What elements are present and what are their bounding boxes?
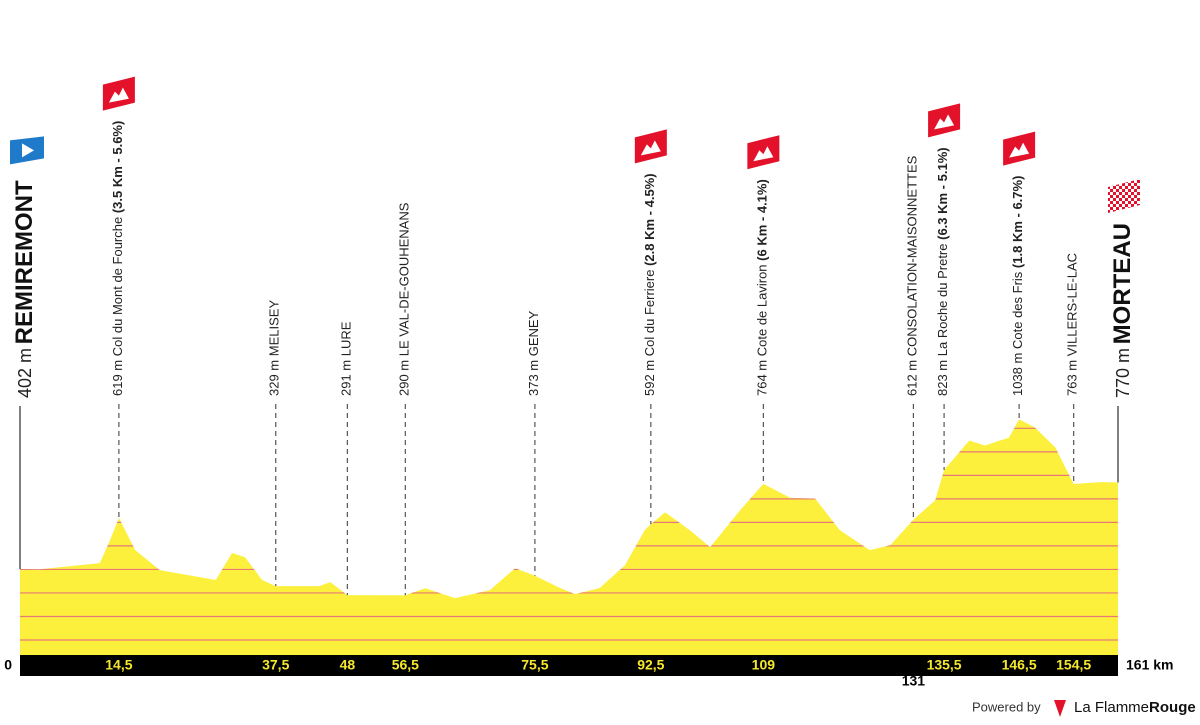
waypoint-name: MORTEAU xyxy=(1109,223,1136,344)
waypoint-name: Cote de Laviron xyxy=(755,264,770,356)
finish-icon xyxy=(1108,179,1140,214)
waypoint-label: 373 m GENEY xyxy=(526,310,541,396)
waypoint-elevation: 1038 m xyxy=(1011,353,1026,396)
waypoint-name: REMIREMONT xyxy=(11,180,38,344)
waypoint-label: 763 m VILLERS-LE-LAC xyxy=(1065,253,1080,396)
waypoint-elevation: 329 m xyxy=(267,360,282,396)
climb-icon xyxy=(634,129,667,164)
waypoint-elevation: 291 m xyxy=(339,360,354,396)
climb-icon xyxy=(928,103,961,138)
mountain xyxy=(753,146,774,162)
climb-flag xyxy=(1003,131,1036,166)
climb-icon xyxy=(1003,131,1036,166)
waypoint-name: Cote des Fris xyxy=(1011,271,1026,349)
waypoint-elevation: 592 m xyxy=(642,360,657,396)
brand-a: La Flamme xyxy=(1074,699,1149,716)
x-tick-label: 161 km xyxy=(1126,657,1173,673)
elevation-area xyxy=(20,419,1118,655)
waypoint-name: VILLERS-LE-LAC xyxy=(1065,253,1080,356)
waypoint-elevation: 612 m xyxy=(905,360,920,396)
waypoint-elevation: 763 m xyxy=(1065,360,1080,396)
x-tick-label: 154,5 xyxy=(1056,657,1091,673)
x-tick-label: 135,5 xyxy=(927,657,962,673)
waypoint-label: 770 m MORTEAU xyxy=(1109,223,1136,398)
climb-detail: (1.8 Km - 6.7%) xyxy=(1011,176,1026,268)
waypoint-elevation: 402 m xyxy=(15,348,35,398)
climb-icon xyxy=(102,76,135,111)
waypoint-elevation: 619 m xyxy=(110,360,125,396)
mountain xyxy=(640,140,661,156)
climb-detail: (2.8 Km - 4.5%) xyxy=(642,173,657,265)
waypoint-label: 291 m LURE xyxy=(339,321,354,396)
mountain xyxy=(934,114,955,130)
footer: Powered by La FlammeRouge xyxy=(972,699,1196,717)
waypoint-elevation: 770 m xyxy=(1113,348,1133,398)
mountain xyxy=(108,87,129,103)
climb-flag xyxy=(928,103,961,138)
x-tick-label: 0 xyxy=(4,657,12,673)
waypoint-name: LE VAL-DE-GOUHENANS xyxy=(397,202,412,356)
climb-detail: (6 Km - 4.1%) xyxy=(755,179,770,261)
brand: La FlammeRouge xyxy=(1074,699,1196,716)
waypoint-name: MELISEY xyxy=(267,300,282,357)
x-tick-label: 56,5 xyxy=(392,657,419,673)
x-tick-label: 109 xyxy=(752,657,776,673)
climb-icon xyxy=(747,135,780,170)
climb-detail: (6.3 Km - 5.1%) xyxy=(936,147,951,239)
waypoint-name: CONSOLATION-MAISONNETTES xyxy=(905,155,920,356)
x-tick-label: 146,5 xyxy=(1002,657,1037,673)
waypoint-elevation: 373 m xyxy=(526,360,541,396)
climb-flag xyxy=(634,129,667,164)
waypoint-label: 402 m REMIREMONT xyxy=(11,180,38,398)
start-icon xyxy=(10,136,44,165)
waypoint-label: 329 m MELISEY xyxy=(267,300,282,396)
x-tick-label: 48 xyxy=(340,657,356,673)
waypoint-elevation: 764 m xyxy=(755,360,770,396)
waypoint-label: 764 m Cote de Laviron (6 Km - 4.1%) xyxy=(755,179,770,396)
start-arrow xyxy=(22,143,34,158)
x-tick-label: 75,5 xyxy=(521,657,548,673)
waypoint-name: Col du Ferriere xyxy=(642,270,657,357)
mountain xyxy=(1009,142,1030,158)
x-tick-label: 14,5 xyxy=(105,657,132,673)
waypoint-name: La Roche du Pretre xyxy=(936,244,951,357)
distance-bar xyxy=(20,655,1118,676)
waypoint-elevation: 823 m xyxy=(936,360,951,396)
brand-b: Rouge xyxy=(1149,699,1196,716)
x-tick-label: 131 xyxy=(902,673,926,689)
x-tick-label: 92,5 xyxy=(637,657,664,673)
finish-flag xyxy=(1108,179,1140,214)
climb-flag xyxy=(747,135,780,170)
waypoint-label: 290 m LE VAL-DE-GOUHENANS xyxy=(397,202,412,396)
brand-logo xyxy=(1054,700,1066,717)
x-tick-label: 37,5 xyxy=(262,657,289,673)
climb-flag xyxy=(102,76,135,111)
waypoint-label: 1038 m Cote des Fris (1.8 Km - 6.7%) xyxy=(1011,176,1026,396)
waypoint-name: GENEY xyxy=(526,310,541,356)
waypoint-name: Col du Mont de Fourche xyxy=(110,217,125,356)
waypoint-elevation: 290 m xyxy=(397,360,412,396)
waypoint-label: 592 m Col du Ferriere (2.8 Km - 4.5%) xyxy=(642,173,657,396)
waypoint-label: 619 m Col du Mont de Fourche (3.5 Km - 5… xyxy=(110,121,125,396)
waypoint-name: LURE xyxy=(339,321,354,356)
waypoint-label: 612 m CONSOLATION-MAISONNETTES xyxy=(905,155,920,396)
powered-by: Powered by xyxy=(972,699,1041,714)
waypoint-label: 823 m La Roche du Pretre (6.3 Km - 5.1%) xyxy=(936,147,951,396)
climb-detail: (3.5 Km - 5.6%) xyxy=(110,121,125,213)
